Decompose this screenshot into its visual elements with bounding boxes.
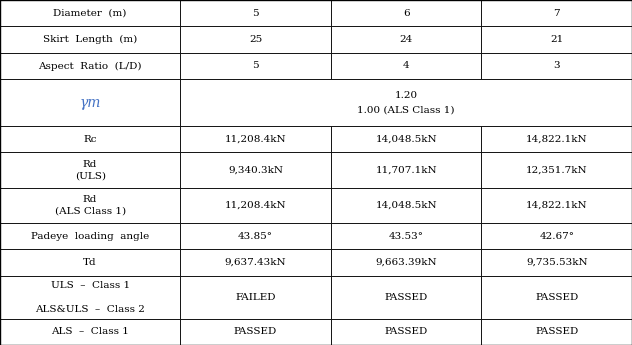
Text: 21: 21 — [550, 35, 563, 44]
Text: 5: 5 — [252, 9, 259, 18]
Text: Td: Td — [83, 258, 97, 267]
Bar — [180, 319, 331, 345]
Bar — [331, 126, 482, 152]
Text: 11,707.1kN: 11,707.1kN — [375, 165, 437, 175]
Bar — [180, 79, 632, 126]
Text: 14,822.1kN: 14,822.1kN — [526, 135, 588, 144]
Text: ALS  –  Class 1: ALS – Class 1 — [51, 327, 129, 336]
Bar — [180, 0, 331, 26]
Text: PASSED: PASSED — [234, 327, 277, 336]
Bar — [0, 276, 180, 319]
Bar — [482, 188, 632, 223]
Bar — [482, 249, 632, 276]
Text: 14,048.5kN: 14,048.5kN — [375, 135, 437, 144]
Text: Rc: Rc — [83, 135, 97, 144]
Text: Rd
(ULS): Rd (ULS) — [75, 159, 106, 180]
Text: 11,208.4kN: 11,208.4kN — [225, 201, 286, 210]
Text: PASSED: PASSED — [535, 327, 578, 336]
Bar — [180, 126, 331, 152]
Bar — [482, 126, 632, 152]
Bar — [0, 249, 180, 276]
Text: 9,663.39kN: 9,663.39kN — [375, 258, 437, 267]
Text: 42.67°: 42.67° — [539, 232, 574, 241]
Text: Rd
(ALS Class 1): Rd (ALS Class 1) — [54, 195, 126, 216]
Bar — [482, 26, 632, 53]
Bar — [482, 223, 632, 249]
Text: 6: 6 — [403, 9, 410, 18]
Bar — [331, 26, 482, 53]
Text: Diameter  (m): Diameter (m) — [54, 9, 127, 18]
Bar — [482, 319, 632, 345]
Text: FAILED: FAILED — [235, 293, 276, 302]
Text: 5: 5 — [252, 61, 259, 70]
Bar — [331, 0, 482, 26]
Text: 7: 7 — [554, 9, 560, 18]
Text: 9,637.43kN: 9,637.43kN — [225, 258, 286, 267]
Text: 3: 3 — [554, 61, 560, 70]
Text: 14,048.5kN: 14,048.5kN — [375, 201, 437, 210]
Text: 1.20
1.00 (ALS Class 1): 1.20 1.00 (ALS Class 1) — [358, 91, 455, 114]
Bar — [0, 0, 180, 26]
Bar — [0, 188, 180, 223]
Bar — [0, 26, 180, 53]
Text: 4: 4 — [403, 61, 410, 70]
Bar — [0, 53, 180, 79]
Bar — [331, 53, 482, 79]
Bar — [0, 223, 180, 249]
Bar — [180, 276, 331, 319]
Bar — [482, 0, 632, 26]
Bar — [0, 319, 180, 345]
Text: 24: 24 — [399, 35, 413, 44]
Text: 9,735.53kN: 9,735.53kN — [526, 258, 588, 267]
Bar — [482, 53, 632, 79]
Bar — [180, 53, 331, 79]
Bar — [331, 152, 482, 188]
Text: 9,340.3kN: 9,340.3kN — [228, 165, 283, 175]
Text: ULS  –  Class 1

ALS&ULS  –  Class 2: ULS – Class 1 ALS&ULS – Class 2 — [35, 281, 145, 314]
Text: 14,822.1kN: 14,822.1kN — [526, 201, 588, 210]
Bar — [331, 276, 482, 319]
Bar — [0, 152, 180, 188]
Bar — [331, 249, 482, 276]
Text: 25: 25 — [249, 35, 262, 44]
Text: Skirt  Length  (m): Skirt Length (m) — [43, 35, 137, 44]
Text: Aspect  Ratio  (L/D): Aspect Ratio (L/D) — [39, 61, 142, 70]
Bar — [331, 188, 482, 223]
Text: 43.53°: 43.53° — [389, 232, 423, 241]
Bar — [180, 223, 331, 249]
Bar — [180, 152, 331, 188]
Bar — [180, 249, 331, 276]
Bar — [331, 223, 482, 249]
Bar — [180, 188, 331, 223]
Text: PASSED: PASSED — [384, 327, 428, 336]
Text: PASSED: PASSED — [384, 293, 428, 302]
Bar — [0, 126, 180, 152]
Text: 43.85°: 43.85° — [238, 232, 273, 241]
Text: γm: γm — [80, 96, 101, 109]
Text: 11,208.4kN: 11,208.4kN — [225, 135, 286, 144]
Text: PASSED: PASSED — [535, 293, 578, 302]
Bar — [0, 79, 180, 126]
Bar — [482, 276, 632, 319]
Bar — [482, 152, 632, 188]
Text: 12,351.7kN: 12,351.7kN — [526, 165, 588, 175]
Bar — [180, 26, 331, 53]
Text: Padeye  loading  angle: Padeye loading angle — [31, 232, 149, 241]
Bar — [331, 319, 482, 345]
